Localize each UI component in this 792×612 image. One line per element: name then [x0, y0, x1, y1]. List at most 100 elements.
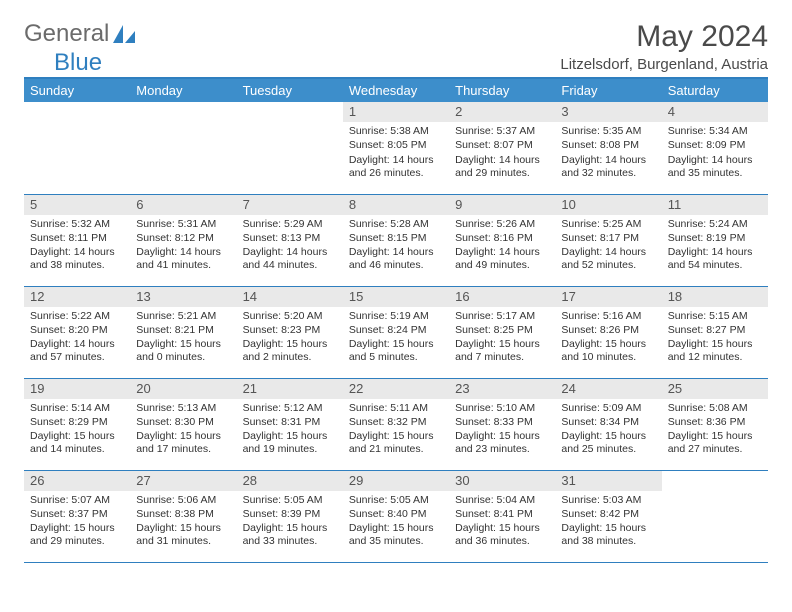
- sunrise-line: Sunrise: 5:05 AM: [243, 494, 337, 507]
- calendar-day-cell: 16Sunrise: 5:17 AMSunset: 8:25 PMDayligh…: [449, 286, 555, 378]
- page-title: May 2024: [560, 20, 768, 54]
- weekday-header: Thursday: [449, 78, 555, 102]
- calendar-day-cell: 13Sunrise: 5:21 AMSunset: 8:21 PMDayligh…: [130, 286, 236, 378]
- sunrise-line: Sunrise: 5:29 AM: [243, 218, 337, 231]
- day-number: 8: [343, 195, 449, 215]
- day-body: Sunrise: 5:25 AMSunset: 8:17 PMDaylight:…: [555, 215, 661, 277]
- calendar-week-row: 5Sunrise: 5:32 AMSunset: 8:11 PMDaylight…: [24, 194, 768, 286]
- calendar-day-cell: [237, 102, 343, 194]
- sunset-line: Sunset: 8:33 PM: [455, 416, 549, 429]
- sunset-line: Sunset: 8:39 PM: [243, 508, 337, 521]
- day-number: 10: [555, 195, 661, 215]
- sunrise-line: Sunrise: 5:20 AM: [243, 310, 337, 323]
- calendar-week-row: 12Sunrise: 5:22 AMSunset: 8:20 PMDayligh…: [24, 286, 768, 378]
- sunset-line: Sunset: 8:16 PM: [455, 232, 549, 245]
- sunrise-line: Sunrise: 5:07 AM: [30, 494, 124, 507]
- sunset-line: Sunset: 8:11 PM: [30, 232, 124, 245]
- calendar-day-cell: 30Sunrise: 5:04 AMSunset: 8:41 PMDayligh…: [449, 470, 555, 562]
- weekday-header: Monday: [130, 78, 236, 102]
- sunset-line: Sunset: 8:24 PM: [349, 324, 443, 337]
- day-number: 26: [24, 471, 130, 491]
- day-number: 31: [555, 471, 661, 491]
- daylight-line: Daylight: 15 hours and 29 minutes.: [30, 522, 124, 548]
- sunrise-line: Sunrise: 5:28 AM: [349, 218, 443, 231]
- sunset-line: Sunset: 8:13 PM: [243, 232, 337, 245]
- day-body: Sunrise: 5:08 AMSunset: 8:36 PMDaylight:…: [662, 399, 768, 461]
- sunset-line: Sunset: 8:38 PM: [136, 508, 230, 521]
- daylight-line: Daylight: 15 hours and 35 minutes.: [349, 522, 443, 548]
- calendar-day-cell: 25Sunrise: 5:08 AMSunset: 8:36 PMDayligh…: [662, 378, 768, 470]
- day-number: 20: [130, 379, 236, 399]
- calendar-day-cell: 21Sunrise: 5:12 AMSunset: 8:31 PMDayligh…: [237, 378, 343, 470]
- sunrise-line: Sunrise: 5:11 AM: [349, 402, 443, 415]
- logo: General: [24, 20, 137, 48]
- day-body: Sunrise: 5:22 AMSunset: 8:20 PMDaylight:…: [24, 307, 130, 369]
- daylight-line: Daylight: 15 hours and 12 minutes.: [668, 338, 762, 364]
- day-body: Sunrise: 5:37 AMSunset: 8:07 PMDaylight:…: [449, 122, 555, 184]
- sunset-line: Sunset: 8:05 PM: [349, 139, 443, 152]
- daylight-line: Daylight: 14 hours and 44 minutes.: [243, 246, 337, 272]
- calendar-day-cell: 6Sunrise: 5:31 AMSunset: 8:12 PMDaylight…: [130, 194, 236, 286]
- day-body: Sunrise: 5:15 AMSunset: 8:27 PMDaylight:…: [662, 307, 768, 369]
- calendar-day-cell: 12Sunrise: 5:22 AMSunset: 8:20 PMDayligh…: [24, 286, 130, 378]
- day-number: 28: [237, 471, 343, 491]
- sunset-line: Sunset: 8:26 PM: [561, 324, 655, 337]
- calendar-day-cell: [24, 102, 130, 194]
- calendar-day-cell: 19Sunrise: 5:14 AMSunset: 8:29 PMDayligh…: [24, 378, 130, 470]
- daylight-line: Daylight: 15 hours and 27 minutes.: [668, 430, 762, 456]
- calendar-day-cell: 3Sunrise: 5:35 AMSunset: 8:08 PMDaylight…: [555, 102, 661, 194]
- sunset-line: Sunset: 8:07 PM: [455, 139, 549, 152]
- day-body: Sunrise: 5:28 AMSunset: 8:15 PMDaylight:…: [343, 215, 449, 277]
- calendar-week-row: 1Sunrise: 5:38 AMSunset: 8:05 PMDaylight…: [24, 102, 768, 194]
- day-body: Sunrise: 5:12 AMSunset: 8:31 PMDaylight:…: [237, 399, 343, 461]
- calendar-day-cell: 31Sunrise: 5:03 AMSunset: 8:42 PMDayligh…: [555, 470, 661, 562]
- calendar-head: SundayMondayTuesdayWednesdayThursdayFrid…: [24, 78, 768, 102]
- daylight-line: Daylight: 15 hours and 25 minutes.: [561, 430, 655, 456]
- day-body: Sunrise: 5:24 AMSunset: 8:19 PMDaylight:…: [662, 215, 768, 277]
- calendar-day-cell: 5Sunrise: 5:32 AMSunset: 8:11 PMDaylight…: [24, 194, 130, 286]
- calendar-day-cell: 29Sunrise: 5:05 AMSunset: 8:40 PMDayligh…: [343, 470, 449, 562]
- sunrise-line: Sunrise: 5:15 AM: [668, 310, 762, 323]
- daylight-line: Daylight: 15 hours and 5 minutes.: [349, 338, 443, 364]
- day-number: 22: [343, 379, 449, 399]
- sunset-line: Sunset: 8:32 PM: [349, 416, 443, 429]
- calendar-day-cell: 17Sunrise: 5:16 AMSunset: 8:26 PMDayligh…: [555, 286, 661, 378]
- daylight-line: Daylight: 15 hours and 38 minutes.: [561, 522, 655, 548]
- sunrise-line: Sunrise: 5:03 AM: [561, 494, 655, 507]
- day-body: Sunrise: 5:06 AMSunset: 8:38 PMDaylight:…: [130, 491, 236, 553]
- daylight-line: Daylight: 15 hours and 23 minutes.: [455, 430, 549, 456]
- calendar-day-cell: 14Sunrise: 5:20 AMSunset: 8:23 PMDayligh…: [237, 286, 343, 378]
- calendar-day-cell: 9Sunrise: 5:26 AMSunset: 8:16 PMDaylight…: [449, 194, 555, 286]
- sunrise-line: Sunrise: 5:25 AM: [561, 218, 655, 231]
- day-body: Sunrise: 5:07 AMSunset: 8:37 PMDaylight:…: [24, 491, 130, 553]
- day-number: 21: [237, 379, 343, 399]
- sunset-line: Sunset: 8:34 PM: [561, 416, 655, 429]
- sunrise-line: Sunrise: 5:35 AM: [561, 125, 655, 138]
- daylight-line: Daylight: 15 hours and 33 minutes.: [243, 522, 337, 548]
- daylight-line: Daylight: 14 hours and 52 minutes.: [561, 246, 655, 272]
- daylight-line: Daylight: 14 hours and 32 minutes.: [561, 154, 655, 180]
- day-body: Sunrise: 5:35 AMSunset: 8:08 PMDaylight:…: [555, 122, 661, 184]
- page-subtitle: Litzelsdorf, Burgenland, Austria: [560, 56, 768, 73]
- logo-text-2: Blue: [54, 49, 102, 76]
- day-number: 5: [24, 195, 130, 215]
- day-number: 17: [555, 287, 661, 307]
- day-number: 11: [662, 195, 768, 215]
- sunset-line: Sunset: 8:23 PM: [243, 324, 337, 337]
- calendar-day-cell: 4Sunrise: 5:34 AMSunset: 8:09 PMDaylight…: [662, 102, 768, 194]
- day-number: 23: [449, 379, 555, 399]
- calendar-day-cell: 1Sunrise: 5:38 AMSunset: 8:05 PMDaylight…: [343, 102, 449, 194]
- sunrise-line: Sunrise: 5:19 AM: [349, 310, 443, 323]
- day-number: 16: [449, 287, 555, 307]
- day-number: 4: [662, 102, 768, 122]
- day-number: 6: [130, 195, 236, 215]
- day-number: 18: [662, 287, 768, 307]
- weekday-header: Tuesday: [237, 78, 343, 102]
- sunrise-line: Sunrise: 5:37 AM: [455, 125, 549, 138]
- sunrise-line: Sunrise: 5:21 AM: [136, 310, 230, 323]
- sunset-line: Sunset: 8:31 PM: [243, 416, 337, 429]
- calendar-day-cell: 7Sunrise: 5:29 AMSunset: 8:13 PMDaylight…: [237, 194, 343, 286]
- daylight-line: Daylight: 15 hours and 14 minutes.: [30, 430, 124, 456]
- sunset-line: Sunset: 8:15 PM: [349, 232, 443, 245]
- weekday-header: Friday: [555, 78, 661, 102]
